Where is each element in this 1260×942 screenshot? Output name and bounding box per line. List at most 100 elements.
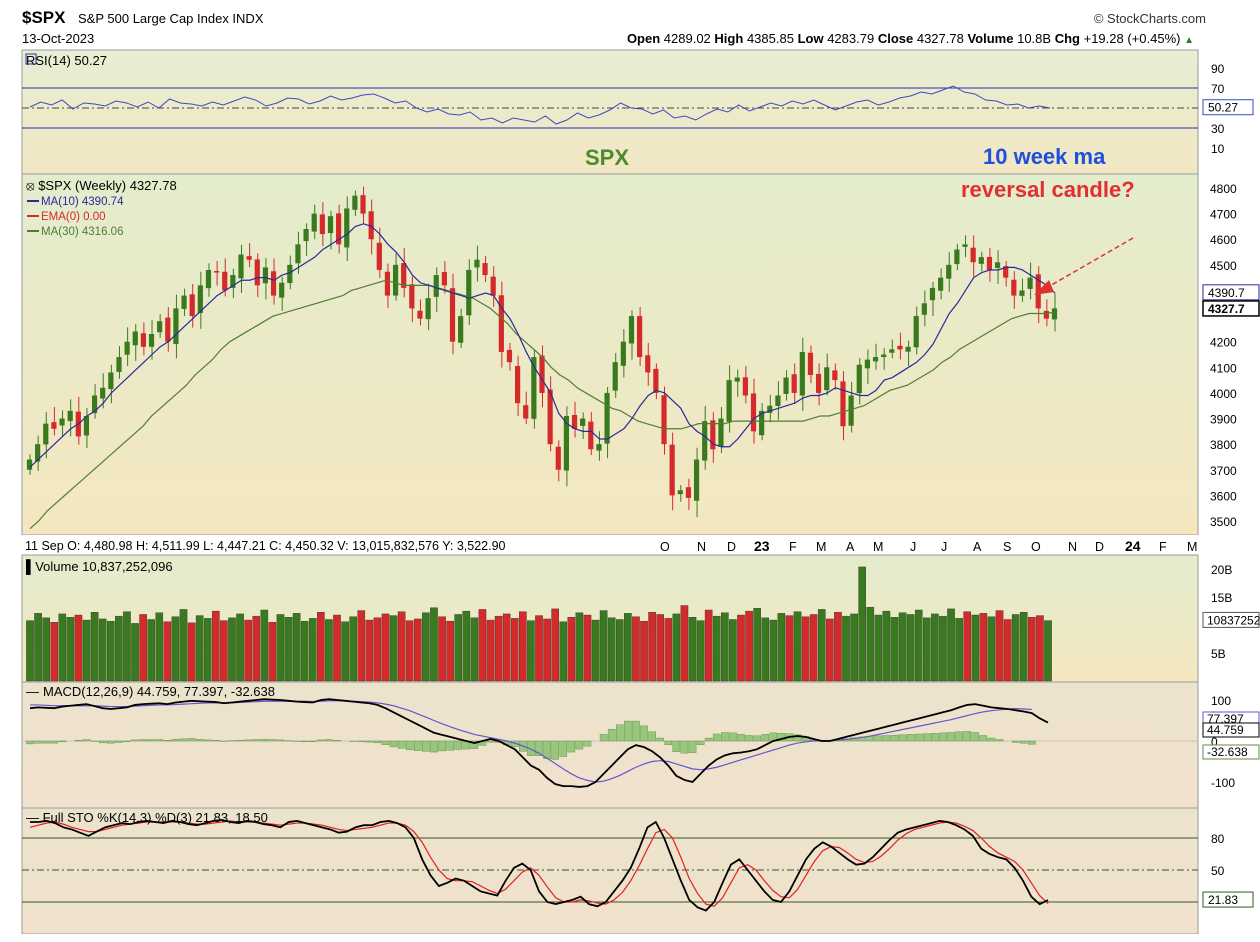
candle-body — [401, 263, 407, 288]
candle-body — [165, 317, 171, 342]
candle-body — [905, 346, 911, 352]
macd-hist-bar — [98, 740, 107, 744]
candle-body — [238, 254, 244, 279]
candle-body — [230, 275, 236, 288]
candle-body — [1003, 266, 1009, 278]
rsi-value-box — [1202, 99, 1254, 116]
macd-hist-bar — [405, 740, 414, 751]
candle-body — [799, 351, 805, 396]
volume-bar — [155, 612, 164, 682]
macd-hist-bar — [147, 739, 155, 742]
volume-bar — [971, 614, 980, 682]
volume-bar — [721, 612, 729, 682]
candle-body — [327, 216, 334, 234]
candle-body — [767, 405, 773, 413]
macd-hist-bar — [882, 735, 891, 742]
candle-body — [51, 422, 57, 429]
price-tick-label: 3800 — [1210, 438, 1237, 452]
price-tick-label: 3500 — [1210, 515, 1237, 529]
volume-bars — [26, 566, 1052, 682]
volume-bar — [405, 620, 414, 682]
candle-body — [669, 444, 675, 496]
macd-hist-bar — [430, 740, 438, 753]
open-label: Open — [626, 31, 661, 46]
volume-tick-label: 5B — [1211, 647, 1226, 661]
macd-hist-bar — [761, 734, 770, 742]
date-axis-label: O — [1031, 540, 1041, 554]
volume-bar — [50, 622, 59, 682]
volume-bar — [179, 609, 188, 682]
candle-body — [840, 381, 846, 427]
volume-bar — [373, 617, 382, 682]
candle-body — [596, 444, 602, 451]
candle-body — [319, 214, 325, 235]
macd-hist-bar — [624, 720, 632, 742]
volume-bar — [147, 619, 155, 682]
macd-hist-bar — [155, 739, 164, 742]
macd-hist-bar — [300, 740, 309, 742]
candle-body — [523, 405, 529, 419]
volume-bar — [648, 612, 656, 682]
date-axis-label: F — [789, 540, 797, 554]
macd-hist-bar — [599, 734, 608, 742]
macd-hist-bar — [357, 740, 366, 742]
macd-hist-bar — [696, 740, 705, 745]
candle-body — [35, 444, 41, 462]
close-value: 4327.78 — [916, 31, 964, 46]
volume-bar — [826, 618, 834, 682]
volume-bar — [777, 613, 786, 682]
volume-bar — [737, 614, 745, 682]
volume-bar — [325, 619, 333, 682]
candle-body — [685, 487, 692, 498]
macd-hist-bar — [373, 740, 382, 744]
candle-body — [710, 420, 716, 450]
price-tick-label: 4500 — [1210, 259, 1237, 273]
candle-body — [938, 277, 944, 291]
macd-hist-bar — [745, 735, 753, 742]
volume-bar — [890, 617, 899, 682]
candle-body — [222, 271, 228, 291]
macd-hist-bar — [422, 740, 430, 752]
volume-bar — [672, 613, 681, 682]
volume-bar — [680, 605, 689, 682]
macd-hist-bar — [535, 740, 543, 756]
candle-body — [425, 298, 431, 320]
volume-bar — [414, 618, 422, 682]
candle-body — [360, 195, 366, 214]
volume-bar — [1003, 619, 1012, 682]
macd-hist-bar — [414, 740, 422, 751]
volume-bar — [187, 622, 196, 682]
volume-bar — [494, 615, 503, 682]
date-axis-label: J — [910, 540, 916, 554]
macd-hist-bar — [963, 731, 972, 742]
candle-body — [571, 414, 578, 429]
candle-body — [970, 247, 976, 263]
chart-date: 13-Oct-2023 — [22, 31, 95, 46]
price-tick-label: 4800 — [1210, 182, 1237, 196]
candle-body — [718, 418, 724, 447]
close-label: Close — [877, 31, 914, 46]
candle-body — [872, 357, 879, 362]
rsi-tick-label: 90 — [1211, 62, 1225, 76]
volume-bar — [131, 623, 139, 682]
candle-body — [832, 370, 838, 381]
macd-hist-bar — [664, 740, 673, 745]
candle-body — [433, 275, 439, 297]
candle-body — [458, 316, 464, 343]
candle-body — [279, 282, 285, 298]
macd-hist-bar — [187, 738, 196, 742]
volume-bar — [615, 619, 624, 682]
volume-bar — [58, 613, 67, 682]
candle-body — [295, 244, 301, 264]
candle-body — [270, 271, 277, 296]
volume-bar — [90, 612, 99, 682]
candle-body — [791, 374, 797, 393]
ma10-line — [29, 223, 1056, 468]
candle-body — [262, 267, 269, 284]
candle-body — [1051, 308, 1058, 320]
volume-bar — [931, 613, 939, 682]
macd-hist-bar — [212, 740, 220, 742]
symbol: $SPX — [22, 8, 66, 27]
volume-bar — [454, 614, 463, 682]
volume-bar — [607, 617, 616, 682]
